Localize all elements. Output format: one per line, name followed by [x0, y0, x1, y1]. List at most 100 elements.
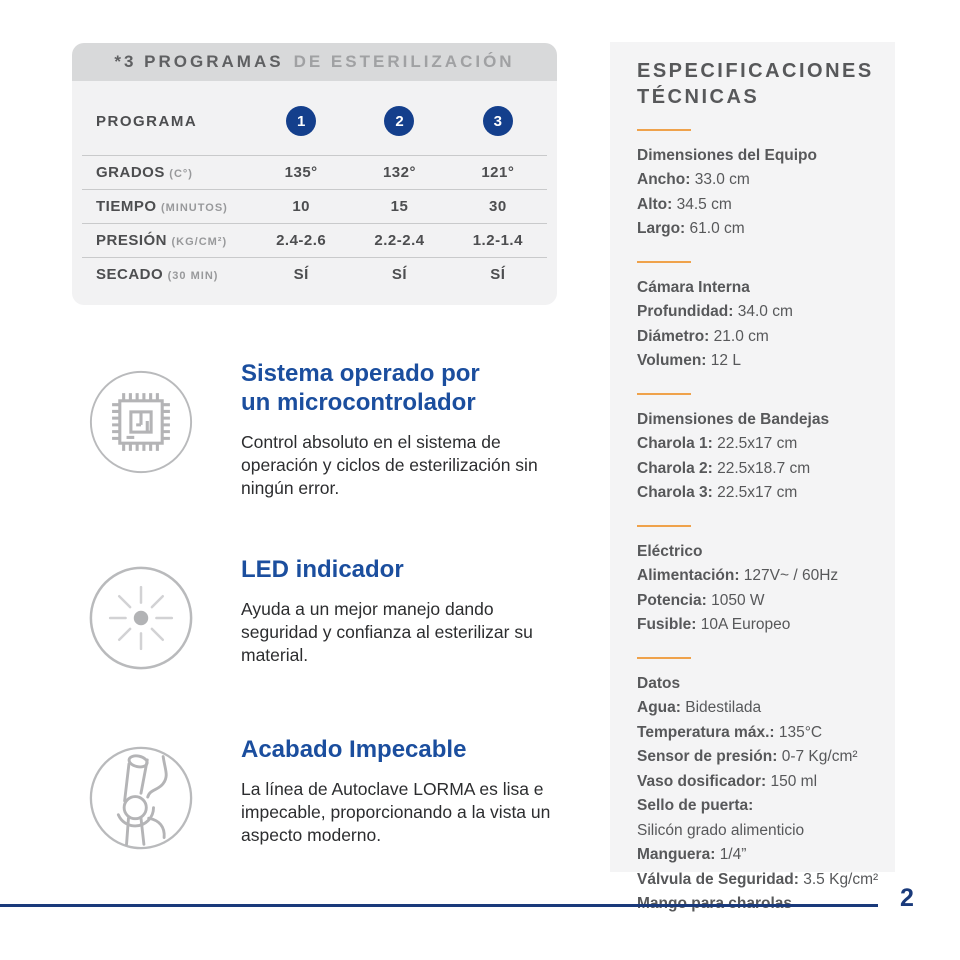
spec-item: Válvula de Seguridad: 3.5 Kg/cm²: [637, 868, 879, 892]
spec-label: Manguera:: [637, 846, 716, 864]
spec-value: 22.5x18.7 cm: [717, 459, 811, 477]
spec-item: Potencia: 1050 W: [637, 589, 879, 613]
spec-item: Temperatura máx.: 135°C: [637, 721, 879, 745]
spec-value: 12 L: [710, 352, 741, 370]
spec-value: 3.5 Kg/cm²: [803, 870, 879, 888]
spec-label: Válvula de Seguridad:: [637, 870, 799, 888]
spec-label: Temperatura máx.:: [637, 723, 775, 741]
microchip-icon: [88, 369, 194, 475]
table-row: TIEMPO (MINUTOS) 10 15 30: [82, 189, 547, 223]
spec-item: Diámetro: 21.0 cm: [637, 325, 879, 349]
row-label: PRESIÓN: [96, 231, 168, 249]
spec-value: 127V~ / 60Hz: [743, 567, 839, 585]
feature-microcontroller: Sistema operado por un microcontrolador …: [88, 360, 563, 500]
spec-label: Volumen:: [637, 352, 707, 370]
section-divider: [637, 656, 691, 659]
program-badge: 1: [286, 106, 317, 136]
spec-item: Largo: 61.0 cm: [637, 217, 879, 241]
feature-body: Ayuda a un mejor manejo dando seguridad …: [241, 598, 533, 666]
row-value: 1.2-1.4: [472, 232, 523, 249]
row-value: SÍ: [293, 266, 309, 283]
spec-label: Sello de puerta:: [637, 797, 754, 815]
programs-header-light: DE ESTERILIZACIÓN: [293, 52, 515, 71]
spec-label: Vaso dosificador:: [637, 772, 767, 790]
feature-title: Sistema operado por un microcontrolador: [241, 360, 480, 416]
row-value: 121°: [481, 164, 515, 181]
row-value: 15: [390, 198, 409, 215]
spec-value: Silicón grado alimenticio: [637, 821, 805, 839]
row-value: SÍ: [391, 266, 408, 283]
spec-item: Sensor de presión: 0-7 Kg/cm²: [637, 745, 879, 769]
section-divider: [637, 524, 691, 527]
row-sublabel: (30 MIN): [167, 269, 219, 282]
spec-label: Alto:: [637, 195, 673, 213]
spec-item: Mango para charolas: [637, 892, 879, 916]
programs-header-strong: *3 PROGRAMAS: [114, 52, 284, 71]
spec-label: Potencia:: [637, 591, 707, 609]
spec-value: 1/4”: [719, 846, 747, 864]
programs-table-header: *3 PROGRAMAS DE ESTERILIZACIÓN: [72, 43, 557, 81]
feature-title: Acabado Impecable: [241, 736, 467, 763]
spec-section-heading: Dimensiones de Bandejas: [637, 410, 830, 428]
section-divider: [637, 260, 691, 263]
feature-impeccable-finish: Acabado Impecable La línea de Autoclave …: [88, 736, 563, 851]
spec-label: Charola 1:: [637, 435, 713, 453]
spec-item: Ancho: 33.0 cm: [637, 168, 879, 192]
specs-title: ESPECIFICACIONES TÉCNICAS: [637, 60, 874, 108]
spec-value: 61.0 cm: [689, 220, 745, 238]
programs-table: *3 PROGRAMAS DE ESTERILIZACIÓN PROGRAMA …: [72, 43, 557, 305]
spec-label: Fusible:: [637, 616, 697, 634]
spec-label: Sensor de presión:: [637, 748, 778, 766]
spec-value: 22.5x17 cm: [717, 484, 798, 502]
row-label: SECADO: [96, 265, 164, 283]
spec-item: Charola 1: 22.5x17 cm: [637, 432, 879, 456]
row-label: TIEMPO: [96, 197, 157, 215]
table-row: SECADO (30 MIN) SÍ SÍ SÍ: [82, 257, 547, 291]
spec-section-heading: Datos: [637, 674, 681, 692]
row-value: 10: [292, 198, 310, 215]
spec-section-heading: Eléctrico: [637, 542, 703, 560]
spec-label: Ancho:: [637, 171, 691, 189]
row-sublabel: (MINUTOS): [160, 201, 228, 214]
page-number: 2: [900, 884, 914, 912]
row-sublabel: (C°): [169, 167, 193, 180]
spec-label: Diámetro:: [637, 327, 710, 345]
spec-label: Largo:: [637, 220, 686, 238]
spec-item: Charola 2: 22.5x18.7 cm: [637, 457, 879, 481]
row-value: 2.4-2.6: [276, 232, 327, 249]
footer-rule: [0, 904, 878, 907]
spec-value: 34.5 cm: [676, 195, 732, 213]
feature-title: LED indicador: [241, 556, 404, 583]
spec-value: 0-7 Kg/cm²: [781, 748, 858, 766]
spec-value: 34.0 cm: [737, 303, 793, 321]
spec-item: Silicón grado alimenticio: [637, 819, 879, 843]
spec-item: Charola 3: 22.5x17 cm: [637, 481, 879, 505]
smooth-finish-joint-icon: [88, 745, 194, 851]
spec-item: Alto: 34.5 cm: [637, 193, 879, 217]
section-divider: [637, 129, 691, 131]
row-label: GRADOS: [96, 163, 165, 181]
spec-label: Alimentación:: [637, 567, 740, 585]
spec-label: Mango para charolas: [637, 895, 792, 912]
spec-label: Profundidad:: [637, 303, 734, 321]
feature-body: Control absoluto en el sistema de operac…: [241, 431, 538, 499]
spec-value: 1050 W: [711, 591, 765, 609]
spec-section-heading: Cámara Interna: [637, 278, 750, 296]
row-value: 2.2-2.4: [374, 232, 425, 249]
program-badge: 2: [384, 106, 415, 136]
specs-panel: ESPECIFICACIONES TÉCNICAS Dimensiones de…: [610, 42, 895, 912]
spec-section: Cámara Interna Profundidad: 34.0 cm Diámet…: [637, 276, 879, 374]
spec-value: 22.5x17 cm: [717, 435, 798, 453]
table-row: GRADOS (C°) 135° 132° 121°: [82, 155, 547, 189]
spec-item: Profundidad: 34.0 cm: [637, 300, 879, 324]
led-indicator-icon: [88, 565, 194, 671]
spec-item: Fusible: 10A Europeo: [637, 613, 879, 637]
feature-body: La línea de Autoclave LORMA es lisa e im…: [241, 778, 551, 846]
program-number-row: PROGRAMA 1 2 3: [82, 87, 547, 155]
spec-section: Eléctrico Alimentación: 127V~ / 60Hz Poten…: [637, 540, 879, 638]
row-sublabel: (KG/CM²): [171, 235, 228, 248]
spec-label: Charola 3:: [637, 484, 713, 502]
program-badge: 3: [482, 106, 513, 136]
spec-value: 135°C: [778, 723, 823, 741]
